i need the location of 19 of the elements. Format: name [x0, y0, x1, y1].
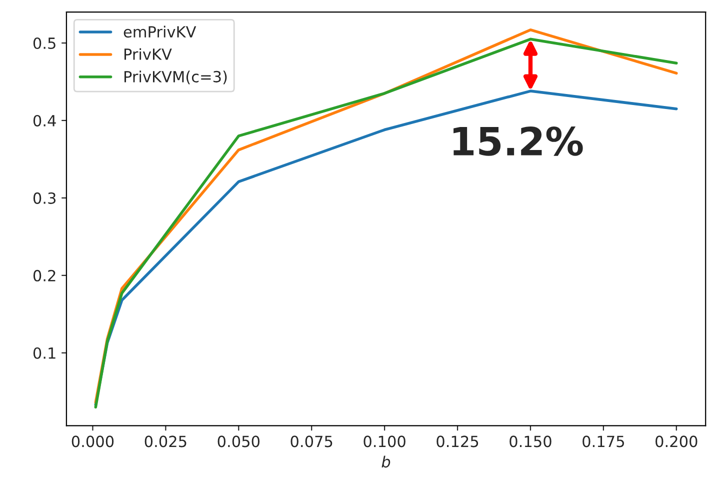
- legend-label: emPrivKV: [124, 26, 196, 38]
- x-tick-label: 0.175: [582, 436, 624, 448]
- y-tick-label: 0.4: [33, 114, 56, 126]
- x-axis-title: b: [382, 456, 390, 468]
- x-tick-label: 0.075: [290, 436, 332, 448]
- y-tick-label: 0.3: [33, 192, 56, 204]
- x-tick-label: 0.025: [144, 436, 186, 448]
- x-tick-label: 0.125: [436, 436, 478, 448]
- x-tick-label: 0.000: [72, 436, 114, 448]
- legend-label: PrivKVM(c=3): [124, 70, 227, 84]
- x-tick-label: 0.100: [364, 436, 406, 448]
- y-tick-label: 0.2: [33, 270, 56, 282]
- x-tick-label: 0.150: [510, 436, 552, 448]
- y-tick-label: 0.5: [33, 37, 56, 50]
- x-tick-label: 0.200: [656, 436, 698, 448]
- y-tick-label: 0.1: [33, 347, 56, 359]
- annotation: 15.2%: [454, 126, 583, 156]
- x-tick-label: 0.050: [218, 436, 260, 448]
- legend-label: PrivKV: [124, 48, 172, 60]
